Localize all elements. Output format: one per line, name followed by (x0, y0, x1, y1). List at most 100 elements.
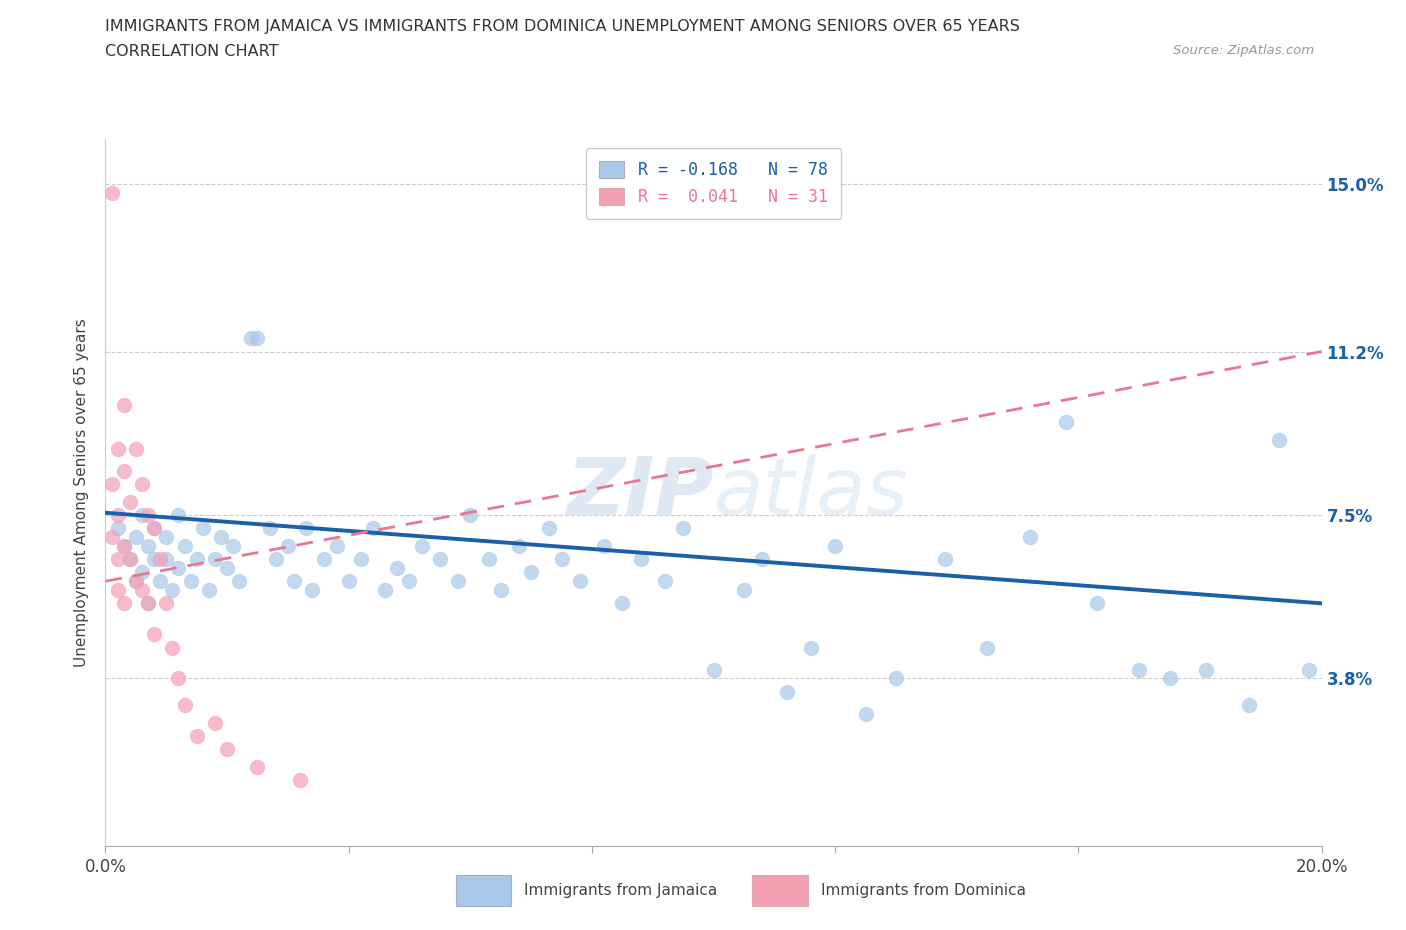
Point (855, 707, 877, 722)
Point (100, 530, 122, 545)
Point (1195, 662, 1218, 677)
Point (520, 565, 543, 580)
Point (136, 508, 159, 523)
Point (702, 662, 725, 677)
Point (198, 582, 221, 598)
Point (131, 582, 153, 598)
Point (155, 530, 177, 545)
Bar (456, 875, 512, 906)
Point (136, 596, 159, 611)
Y-axis label: Unemployment Among Seniors over 65 years: Unemployment Among Seniors over 65 years (75, 319, 90, 668)
Point (387, 561, 409, 576)
Point (934, 551, 956, 566)
Point (112, 463, 135, 478)
Point (228, 574, 250, 589)
Point (246, 759, 269, 774)
Point (125, 574, 148, 589)
Point (186, 728, 208, 743)
Point (458, 508, 481, 523)
Point (143, 521, 166, 536)
Point (107, 582, 129, 598)
Point (277, 538, 299, 553)
Point (1237, 698, 1260, 712)
Text: CORRELATION CHART: CORRELATION CHART (105, 44, 278, 59)
Point (264, 551, 287, 566)
Point (107, 508, 129, 523)
Point (125, 442, 148, 457)
Text: ZIP: ZIP (567, 454, 713, 532)
Point (125, 530, 148, 545)
Legend: R = -0.168   N = 78, R =  0.041   N = 31: R = -0.168 N = 78, R = 0.041 N = 31 (586, 148, 841, 219)
Point (361, 521, 384, 536)
Text: Immigrants from Jamaica: Immigrants from Jamaica (523, 883, 717, 898)
Point (149, 574, 172, 589)
Point (222, 538, 245, 553)
Point (217, 742, 239, 757)
Point (155, 551, 177, 566)
Text: Source: ZipAtlas.com: Source: ZipAtlas.com (1174, 44, 1315, 57)
Point (204, 715, 226, 730)
Point (301, 582, 323, 598)
Point (107, 521, 129, 536)
Point (204, 551, 226, 566)
Point (143, 627, 166, 642)
Point (259, 521, 281, 536)
Point (240, 331, 263, 346)
Bar (752, 875, 808, 906)
Point (1018, 530, 1040, 545)
Point (314, 551, 336, 566)
Point (180, 574, 202, 589)
Point (191, 521, 214, 536)
Point (162, 640, 184, 655)
Point (118, 495, 141, 510)
Point (209, 530, 232, 545)
Point (155, 596, 177, 611)
Point (100, 185, 122, 200)
Point (167, 561, 190, 576)
Point (1054, 415, 1077, 430)
Point (149, 551, 172, 566)
Point (112, 397, 135, 412)
Point (112, 596, 135, 611)
Point (143, 551, 166, 566)
Text: atlas: atlas (713, 454, 908, 532)
Point (118, 551, 141, 566)
Point (125, 574, 148, 589)
Point (131, 565, 153, 580)
Point (112, 538, 135, 553)
Point (162, 582, 184, 598)
Point (447, 574, 470, 589)
Point (283, 574, 305, 589)
Point (337, 574, 360, 589)
Point (630, 551, 652, 566)
Point (136, 596, 159, 611)
Point (824, 538, 846, 553)
Point (167, 508, 190, 523)
Point (550, 551, 572, 566)
Point (374, 582, 396, 598)
Point (136, 538, 159, 553)
Point (107, 551, 129, 566)
Point (173, 698, 195, 712)
Point (288, 773, 311, 788)
Point (568, 574, 591, 589)
Point (1128, 662, 1150, 677)
Point (477, 551, 499, 566)
Point (800, 640, 823, 655)
Text: IMMIGRANTS FROM JAMAICA VS IMMIGRANTS FROM DOMINICA UNEMPLOYMENT AMONG SENIORS O: IMMIGRANTS FROM JAMAICA VS IMMIGRANTS FR… (105, 19, 1021, 33)
Point (325, 538, 347, 553)
Point (654, 574, 676, 589)
Point (398, 574, 420, 589)
Point (131, 508, 153, 523)
Point (593, 538, 616, 553)
Point (884, 671, 907, 686)
Point (429, 551, 451, 566)
Point (1085, 596, 1108, 611)
Point (186, 551, 208, 566)
Point (100, 477, 122, 492)
Point (775, 684, 797, 699)
Point (217, 561, 239, 576)
Text: Immigrants from Dominica: Immigrants from Dominica (821, 883, 1025, 898)
Point (612, 596, 634, 611)
Point (733, 582, 755, 598)
